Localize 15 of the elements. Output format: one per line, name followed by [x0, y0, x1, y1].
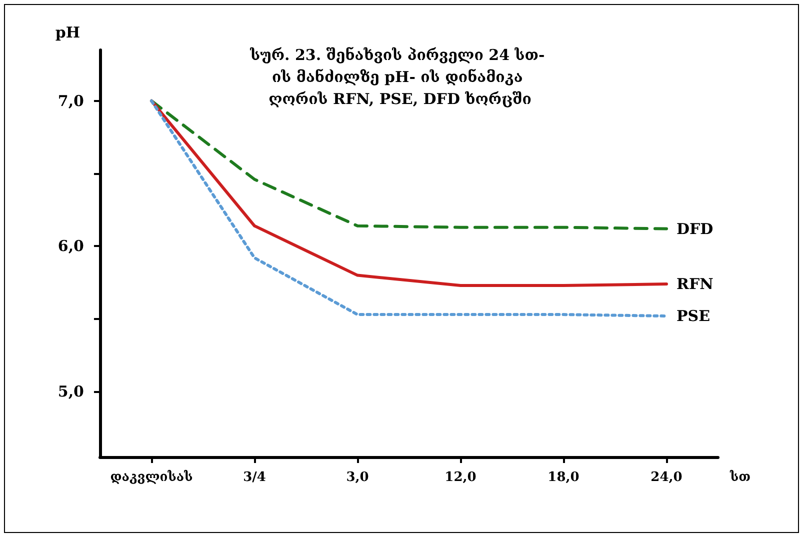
x-tick-label: 24,0 [650, 470, 682, 485]
y-tick-label: 6,0 [58, 237, 84, 256]
y-tick-label: 7,0 [58, 92, 84, 110]
series-label: PSE [676, 307, 710, 326]
x-tick-label: 12,0 [444, 470, 476, 485]
y-tick-label: 5,0 [58, 382, 84, 401]
x-tick-label: 3/4 [243, 470, 266, 485]
x-tick-label: დაკვლისას [110, 469, 193, 485]
x-tick-label: 18,0 [548, 470, 580, 485]
x-axis-title: სთ [729, 469, 751, 485]
y-axis-title: pH [55, 24, 80, 42]
x-tick-label: 3,0 [346, 470, 369, 485]
series-label: RFN [676, 275, 714, 294]
text: სურ. 23. შენახვის პირველი 24 სთ- ის მანძილზე pH- ის დინამიკა ღორის RFN, PSE, DFD ხორცში [249, 46, 550, 108]
series-label: DFD [676, 220, 714, 238]
